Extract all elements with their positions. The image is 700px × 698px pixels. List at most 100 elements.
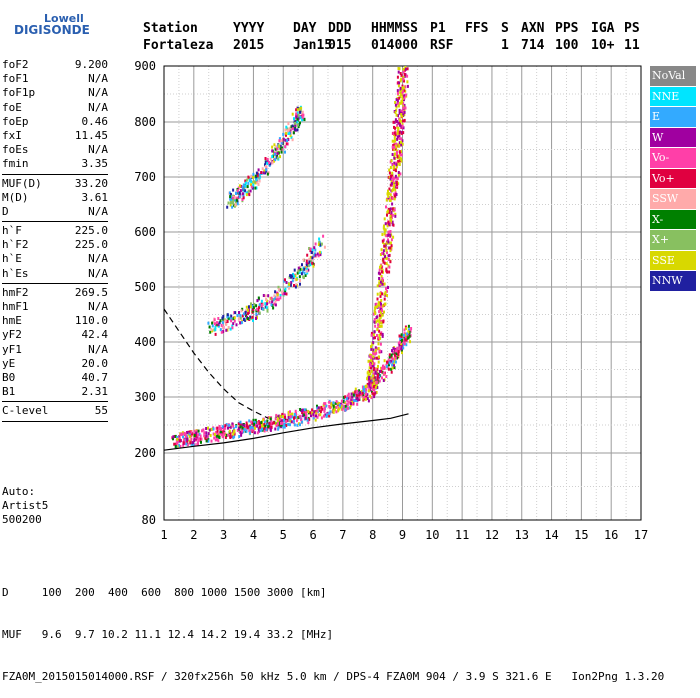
echo-dot bbox=[295, 283, 298, 287]
echo-dot bbox=[393, 164, 395, 168]
echo-dot bbox=[243, 428, 246, 431]
echo-dot bbox=[372, 352, 375, 356]
echo-dot bbox=[383, 243, 386, 246]
autoscaling-info: Auto: Artist5 500200 bbox=[2, 485, 48, 527]
echo-dot bbox=[276, 419, 279, 423]
header-label-3: DDD bbox=[328, 21, 352, 36]
echo-dot bbox=[376, 319, 379, 323]
echo-dot bbox=[264, 424, 267, 428]
echo-dot bbox=[394, 111, 397, 114]
echo-dot bbox=[187, 430, 190, 434]
echo-dot bbox=[372, 385, 375, 389]
echo-dot bbox=[225, 433, 228, 437]
echo-dot bbox=[186, 438, 189, 442]
echo-dot bbox=[400, 137, 403, 141]
param-value: 33.20 bbox=[74, 176, 108, 190]
echo-dot bbox=[320, 242, 323, 246]
echo-dot bbox=[275, 413, 278, 417]
echo-dot bbox=[311, 248, 314, 252]
param-value: 225.0 bbox=[74, 238, 108, 252]
echo-dot bbox=[383, 359, 386, 363]
echo-dot bbox=[229, 434, 232, 438]
echo-dot bbox=[282, 425, 285, 429]
echo-dot bbox=[197, 429, 200, 433]
echo-dot bbox=[393, 139, 396, 143]
echo-dot bbox=[305, 269, 308, 273]
header-value-11: 11 bbox=[624, 38, 640, 53]
echo-dot bbox=[333, 408, 336, 412]
echo-dot bbox=[216, 438, 218, 441]
echo-dot bbox=[380, 278, 383, 282]
echo-dot bbox=[372, 336, 375, 340]
echo-dot bbox=[386, 209, 389, 213]
echo-dot bbox=[303, 271, 306, 275]
echo-dot bbox=[213, 433, 216, 437]
echo-dot bbox=[371, 388, 374, 392]
echo-dot bbox=[344, 404, 347, 408]
echo-dot bbox=[203, 434, 206, 438]
echo-dot bbox=[225, 423, 228, 427]
echo-dot bbox=[401, 94, 404, 98]
echo-dot bbox=[309, 255, 312, 259]
echo-dot bbox=[285, 138, 287, 142]
echo-dot bbox=[319, 413, 322, 417]
header-label-1: YYYY bbox=[233, 21, 265, 36]
echo-dot bbox=[393, 208, 396, 212]
echo-dot bbox=[380, 275, 383, 278]
echo-dot bbox=[378, 320, 381, 323]
echo-dot bbox=[312, 413, 315, 417]
echo-dot bbox=[398, 134, 401, 138]
echo-dot bbox=[287, 422, 290, 426]
echo-dot bbox=[250, 174, 253, 178]
echo-dot bbox=[229, 425, 232, 429]
echo-dot bbox=[400, 77, 403, 81]
echo-dot bbox=[376, 347, 379, 351]
echo-dot bbox=[367, 370, 370, 374]
echo-dot bbox=[316, 252, 319, 256]
echo-dot bbox=[403, 74, 406, 78]
echo-dot bbox=[400, 109, 403, 113]
echo-dot bbox=[395, 152, 398, 156]
echo-dot bbox=[293, 416, 296, 420]
echo-dot bbox=[185, 442, 188, 446]
echo-dot bbox=[350, 392, 353, 396]
param-label: h`F bbox=[2, 224, 22, 238]
echo-dot bbox=[388, 361, 391, 365]
echo-dot bbox=[306, 418, 309, 422]
echo-dot bbox=[394, 360, 397, 364]
echo-dot bbox=[241, 185, 244, 189]
echo-dot bbox=[403, 110, 406, 114]
echo-dot bbox=[375, 391, 378, 394]
echo-dot bbox=[399, 172, 402, 176]
echo-dot bbox=[217, 323, 220, 327]
echo-dot bbox=[347, 392, 350, 396]
echo-dot bbox=[312, 416, 315, 420]
echo-dot bbox=[240, 184, 243, 188]
echo-dot bbox=[384, 290, 387, 294]
echo-dot bbox=[397, 173, 400, 177]
echo-dot bbox=[399, 337, 402, 341]
echo-dot bbox=[369, 376, 372, 380]
echo-dot bbox=[394, 212, 397, 216]
echo-dot bbox=[316, 406, 319, 410]
echo-dot bbox=[318, 237, 321, 241]
echo-dot bbox=[397, 84, 400, 88]
param-label: hmE bbox=[2, 314, 22, 328]
echo-dot bbox=[271, 161, 274, 165]
echo-dot bbox=[337, 408, 340, 412]
echo-dot bbox=[394, 144, 397, 148]
param-label: B0 bbox=[2, 370, 16, 384]
echo-dot bbox=[373, 382, 376, 385]
echo-dot bbox=[396, 350, 399, 354]
echo-dot bbox=[296, 120, 299, 124]
header-value-2: Jan15 bbox=[293, 38, 333, 53]
param-row-he: h`E N/A bbox=[2, 252, 108, 266]
y-tick-label: 500 bbox=[134, 280, 156, 294]
echo-dot bbox=[279, 422, 282, 425]
echo-dot bbox=[395, 165, 398, 169]
param-row-foes: foEs N/A bbox=[2, 143, 108, 157]
echo-dot bbox=[301, 118, 304, 122]
echo-dot bbox=[378, 277, 381, 280]
digisonde-logo: Lowell DIGISONDE bbox=[0, 8, 140, 44]
echo-dot bbox=[253, 426, 256, 430]
